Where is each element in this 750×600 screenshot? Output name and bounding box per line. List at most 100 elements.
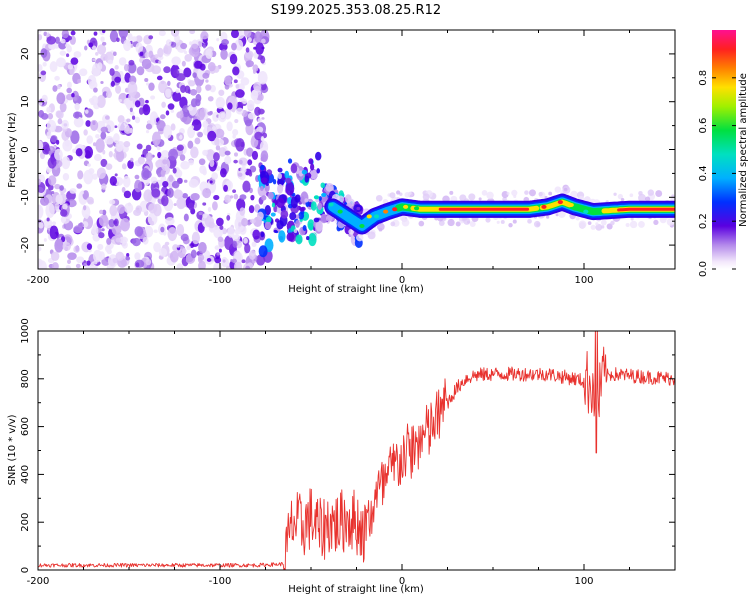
spectral-noise-blob [167, 103, 175, 110]
spectral-noise-blob [250, 194, 255, 201]
spectral-noise-blob [197, 41, 202, 48]
dominant-frequency-band [438, 207, 675, 212]
spectral-halo-blob [524, 190, 529, 195]
spectral-halo-blob [481, 190, 488, 196]
spectral-noise-blob [161, 101, 166, 108]
spectral-noise-blob [184, 50, 188, 55]
spectral-noise-blob [59, 185, 64, 191]
spectral-noise-blob [250, 218, 256, 224]
spectral-noise-blob [190, 98, 198, 108]
spectral-noise-blob [168, 148, 179, 161]
spectral-noise-blob [248, 171, 253, 177]
spectral-transition-blob [270, 212, 276, 217]
spectral-noise-blob [115, 85, 122, 94]
spectral-noise-blob [234, 228, 241, 235]
spectral-noise-blob [245, 47, 250, 53]
spectral-transition-blob [295, 234, 303, 245]
spectral-noise-blob [123, 175, 131, 188]
spectral-transition-blob [294, 194, 301, 203]
spectral-noise-blob [206, 258, 212, 262]
spectral-noise-blob [109, 68, 115, 76]
spectral-halo-blob [563, 187, 568, 192]
spectral-noise-blob [47, 157, 57, 169]
spectral-noise-blob [242, 180, 251, 193]
spectral-noise-blob [163, 66, 171, 74]
spectral-noise-blob [157, 60, 162, 64]
spectral-noise-blob [165, 39, 172, 46]
spectral-noise-blob [126, 253, 130, 257]
spectral-transition-blob [295, 219, 300, 228]
spectral-noise-blob [162, 180, 169, 188]
colorbar-gradient [712, 30, 736, 269]
spectral-peak-bead [359, 223, 365, 228]
spectral-halo-blob [506, 191, 510, 195]
spectral-noise-blob [148, 35, 154, 40]
spectral-noise-blob [247, 112, 256, 120]
spectral-peak-bead [337, 209, 343, 214]
spectral-noise-blob [230, 30, 239, 39]
spectral-transition-blob [256, 211, 264, 221]
spectral-noise-blob [220, 49, 228, 60]
spectral-noise-blob [186, 245, 191, 251]
spectral-noise-blob [233, 152, 238, 157]
spectral-noise-blob [260, 55, 266, 64]
spectral-noise-blob [124, 202, 134, 214]
spectral-noise-blob [128, 59, 135, 66]
spectral-transition-blob [302, 225, 307, 232]
spectral-halo-blob [459, 194, 467, 202]
spectral-noise-blob [49, 61, 58, 73]
spectral-transition-blob [277, 183, 284, 194]
spectral-noise-blob [234, 118, 239, 124]
spectral-noise-blob [100, 53, 108, 61]
spectral-noise-blob [165, 110, 170, 116]
spectrogram-xtick-label: 0 [399, 275, 405, 286]
spectral-noise-blob [202, 202, 207, 206]
spectral-noise-blob [118, 30, 129, 39]
spectral-noise-blob [101, 41, 107, 46]
spectral-noise-blob [38, 260, 47, 269]
spectral-noise-blob [219, 168, 227, 178]
spectral-noise-blob [38, 64, 43, 72]
spectral-noise-blob [250, 89, 259, 101]
spectral-noise-blob [67, 35, 73, 41]
spectral-halo-blob [422, 193, 430, 201]
spectral-noise-blob [62, 242, 71, 251]
spectral-noise-blob [134, 100, 141, 108]
spectral-noise-blob [96, 95, 106, 109]
spectral-noise-blob [233, 79, 238, 84]
spectral-noise-blob [245, 265, 250, 269]
spectral-noise-blob [127, 33, 133, 41]
spectral-noise-blob [145, 123, 153, 130]
spectral-noise-blob [142, 104, 151, 116]
spectral-noise-blob [232, 234, 241, 242]
spectral-noise-blob [261, 38, 266, 44]
spectral-noise-blob [169, 41, 177, 48]
spectral-noise-blob [66, 53, 70, 58]
spectral-noise-blob [39, 196, 50, 206]
spectral-noise-blob [209, 159, 215, 168]
spectral-transition-blob [276, 197, 285, 208]
spectral-transition-blob [304, 198, 309, 203]
spectral-noise-blob [201, 107, 205, 113]
snr-xtick-label: -100 [209, 576, 232, 587]
spectral-noise-blob [160, 114, 166, 120]
spectral-noise-blob [123, 39, 132, 52]
spectral-noise-blob [183, 213, 189, 222]
spectral-noise-blob [252, 229, 261, 240]
spectral-noise-blob [73, 225, 83, 234]
spectral-noise-blob [77, 170, 84, 180]
spectral-noise-blob [197, 131, 204, 138]
spectral-noise-blob [55, 36, 60, 44]
spectral-noise-blob [169, 250, 179, 263]
spectral-noise-blob [90, 100, 95, 106]
spectral-halo-blob [653, 219, 659, 225]
spectral-noise-blob [189, 125, 195, 130]
colorbar-tick-label: 0.2 [698, 213, 709, 229]
spectral-noise-blob [164, 241, 170, 246]
spectral-noise-blob [145, 152, 153, 162]
spectral-noise-blob [198, 211, 203, 216]
spectral-halo-blob [647, 189, 655, 196]
spectral-noise-blob [77, 78, 82, 84]
spectral-transition-blob [278, 230, 286, 243]
spectral-noise-blob [207, 111, 213, 116]
